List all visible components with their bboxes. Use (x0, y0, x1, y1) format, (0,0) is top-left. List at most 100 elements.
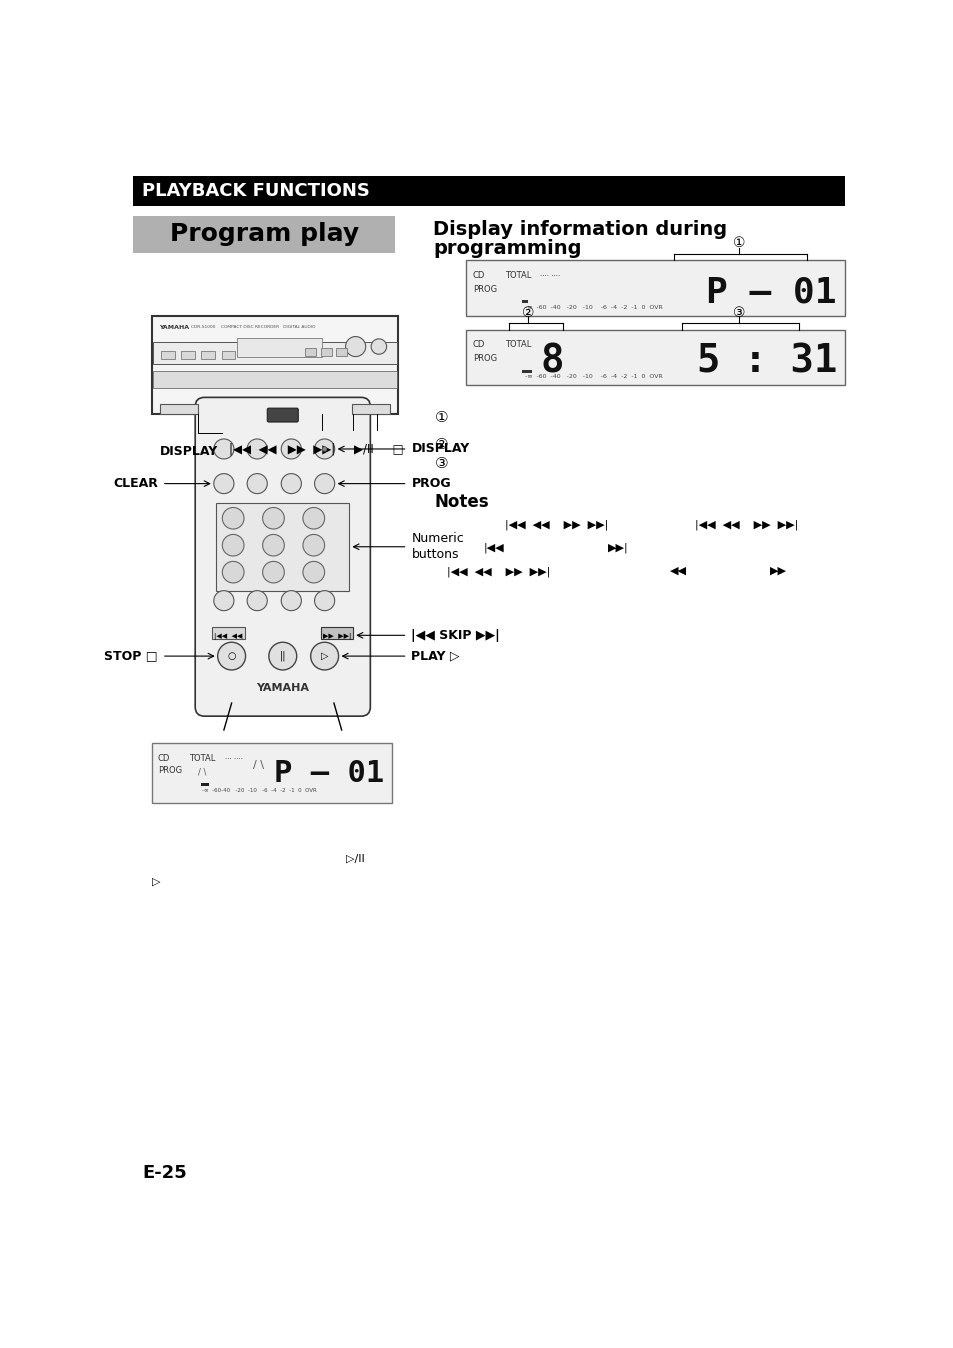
Circle shape (262, 534, 284, 555)
Circle shape (213, 590, 233, 611)
Bar (335, 348, 347, 356)
Text: YAMAHA: YAMAHA (256, 682, 309, 693)
Text: |◀◀  ◀◀   ▶▶  ▶▶|     ▶/II     □: |◀◀ ◀◀ ▶▶ ▶▶| ▶/II □ (229, 442, 403, 456)
Text: STOP □: STOP □ (105, 650, 158, 663)
Bar (352, 403, 390, 414)
Circle shape (322, 446, 327, 452)
Text: ①: ① (435, 410, 448, 425)
Text: |◀◀  ◀◀: |◀◀ ◀◀ (214, 634, 242, 640)
Text: ▶▶: ▶▶ (769, 566, 786, 576)
Text: ||: || (279, 651, 286, 662)
Bar (159, 403, 198, 414)
Text: programming: programming (433, 239, 581, 257)
FancyBboxPatch shape (267, 408, 298, 422)
Circle shape (269, 642, 296, 670)
Text: PLAYBACK FUNCTIONS: PLAYBACK FUNCTIONS (142, 182, 370, 200)
Bar (212, 627, 245, 639)
Bar (133, 175, 843, 206)
Circle shape (222, 534, 244, 555)
Text: |◀◀  ◀◀    ▶▶  ▶▶|: |◀◀ ◀◀ ▶▶ ▶▶| (447, 566, 550, 577)
Bar (305, 348, 315, 356)
Text: |◀◀  ◀◀    ▶▶  ▶▶|: |◀◀ ◀◀ ▶▶ ▶▶| (505, 520, 608, 530)
Text: Numeric
buttons: Numeric buttons (411, 532, 464, 561)
Text: ②: ② (435, 437, 448, 453)
Text: ①: ① (732, 236, 744, 251)
Circle shape (303, 507, 324, 528)
FancyBboxPatch shape (195, 398, 370, 716)
Circle shape (314, 590, 335, 611)
Bar (320, 627, 353, 639)
Circle shape (262, 507, 284, 528)
Circle shape (217, 642, 245, 670)
Text: -∞  -60  -40   -20   -10    -6  -4  -2  -1  0  OVR: -∞ -60 -40 -20 -10 -6 -4 -2 -1 0 OVR (524, 375, 661, 379)
Circle shape (281, 473, 301, 493)
Text: ③: ③ (435, 456, 448, 470)
Circle shape (314, 439, 335, 458)
Bar (161, 352, 174, 359)
Text: E-25: E-25 (142, 1165, 187, 1182)
Text: YAMAHA: YAMAHA (159, 325, 190, 330)
Text: P – 01: P – 01 (705, 275, 836, 310)
Circle shape (247, 473, 267, 493)
Bar (466, 330, 843, 386)
Circle shape (281, 439, 301, 458)
Text: ... ....: ... .... (225, 754, 243, 760)
Bar (320, 348, 332, 356)
Text: |◀◀ SKIP ▶▶|: |◀◀ SKIP ▶▶| (411, 628, 499, 642)
Bar (133, 216, 395, 252)
Text: ○: ○ (227, 651, 235, 661)
Bar (152, 315, 397, 414)
Text: Notes: Notes (435, 493, 489, 511)
Circle shape (247, 590, 267, 611)
Text: |◀◀: |◀◀ (483, 543, 503, 554)
Bar (201, 783, 209, 786)
Text: / \: / \ (253, 760, 263, 770)
Bar (236, 338, 322, 357)
Bar (153, 371, 396, 388)
Text: ◀◀: ◀◀ (669, 566, 686, 576)
Text: PLAY ▷: PLAY ▷ (411, 650, 459, 663)
Text: ▷: ▷ (320, 651, 328, 661)
Text: PROG: PROG (472, 284, 497, 294)
Text: CD: CD (472, 271, 484, 280)
Circle shape (222, 507, 244, 528)
Text: TOTAL: TOTAL (505, 341, 531, 349)
Bar (152, 743, 392, 803)
Bar (216, 503, 349, 592)
Bar (466, 260, 843, 315)
Circle shape (345, 337, 365, 357)
Circle shape (371, 338, 386, 355)
Bar (153, 342, 396, 364)
Bar (181, 352, 195, 359)
Text: .... ....: .... .... (539, 271, 559, 278)
Text: DISPLAY: DISPLAY (411, 442, 469, 456)
Text: / \: / \ (198, 768, 207, 776)
Text: ▶▶|: ▶▶| (607, 543, 627, 554)
Text: CD: CD (472, 341, 484, 349)
Circle shape (213, 473, 233, 493)
Circle shape (303, 561, 324, 582)
Text: ▷: ▷ (152, 876, 160, 887)
Circle shape (281, 590, 301, 611)
Text: 5 : 31: 5 : 31 (696, 342, 836, 381)
Circle shape (314, 473, 335, 493)
Text: Program play: Program play (170, 222, 358, 247)
Bar (201, 352, 215, 359)
Text: ②: ② (521, 306, 534, 319)
Text: -∞  -60-40   -20  -10   -6  -4  -2  -1  0  OVR: -∞ -60-40 -20 -10 -6 -4 -2 -1 0 OVR (202, 787, 316, 793)
Text: CLEAR: CLEAR (113, 477, 158, 491)
Text: ▷/II: ▷/II (345, 853, 364, 863)
Text: |◀◀  ◀◀    ▶▶  ▶▶|: |◀◀ ◀◀ ▶▶ ▶▶| (695, 520, 798, 530)
Text: PROG: PROG (472, 355, 497, 363)
Text: CD: CD (158, 754, 171, 763)
Text: P – 01: P – 01 (274, 759, 384, 789)
Text: PROG: PROG (411, 477, 451, 491)
Text: ▶▶  ▶▶|: ▶▶ ▶▶| (322, 634, 351, 640)
Text: CDR-S1000    COMPACT DISC RECORDER   DIGITAL AUDIO: CDR-S1000 COMPACT DISC RECORDER DIGITAL … (191, 325, 314, 329)
Text: DISPLAY: DISPLAY (159, 445, 217, 458)
Text: PROG: PROG (158, 766, 182, 775)
Text: Display information during: Display information during (433, 220, 726, 239)
Circle shape (303, 534, 324, 555)
Bar (521, 369, 531, 373)
Circle shape (222, 561, 244, 582)
